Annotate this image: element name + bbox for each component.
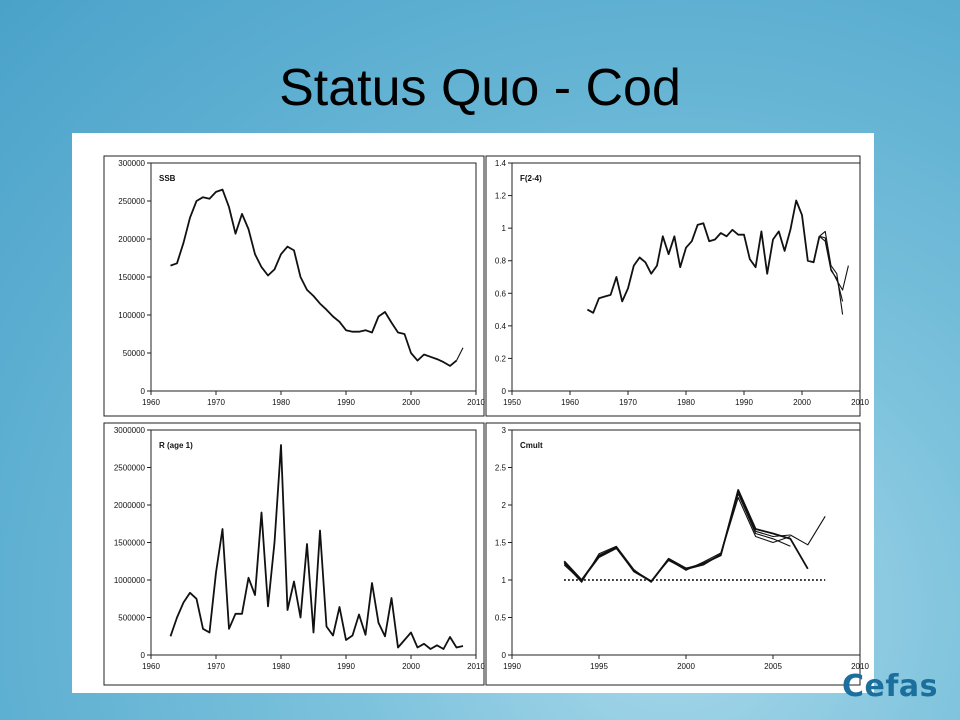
x-tick-label: 2010 xyxy=(851,398,869,407)
plot-area xyxy=(150,162,477,392)
y-tick-label: 0 xyxy=(141,387,146,396)
y-tick-label: 100000 xyxy=(118,311,145,320)
slide-title: Status Quo - Cod xyxy=(279,59,681,117)
y-tick-label: 0 xyxy=(502,387,507,396)
x-tick-label: 1990 xyxy=(337,662,355,671)
chart-panels-svg: 0500001000001500002000002500003000001960… xyxy=(103,155,869,686)
y-tick-label: 1 xyxy=(502,576,507,585)
chart-panel-2: 0 0.2 0.4 0.6 0.8 1 1.2 1.4 1950 1960 1970 1980 1990… xyxy=(485,155,869,417)
panel-frame xyxy=(103,422,485,686)
y-tick-label: 250000 xyxy=(118,197,145,206)
y-tick-label: 0.5 xyxy=(495,614,507,623)
panel-label: Cmult xyxy=(520,441,543,450)
series-line xyxy=(170,188,458,367)
y-tick-label: 0.4 xyxy=(495,322,507,331)
series-line xyxy=(456,347,464,361)
x-tick-label: 2005 xyxy=(764,662,782,671)
x-tick-label: 1960 xyxy=(142,662,160,671)
x-tick-label: 1980 xyxy=(272,398,290,407)
series-line xyxy=(819,230,844,315)
x-tick-label: 1970 xyxy=(207,398,225,407)
y-tick-label: 0 xyxy=(502,651,507,660)
x-tick-label: 1970 xyxy=(207,662,225,671)
series-line xyxy=(819,235,849,291)
y-tick-label: 1.2 xyxy=(495,192,507,201)
x-tick-label: 2010 xyxy=(467,398,485,407)
y-tick-label: 1500000 xyxy=(114,539,146,548)
y-tick-label: 1.4 xyxy=(495,159,507,168)
y-tick-label: 2.5 xyxy=(495,464,507,473)
x-tick-label: 2010 xyxy=(467,662,485,671)
y-tick-label: 0.2 xyxy=(495,354,507,363)
x-tick-label: 1960 xyxy=(142,398,160,407)
y-tick-label: 2000000 xyxy=(114,501,146,510)
plot-area xyxy=(511,162,861,392)
x-tick-label: 1980 xyxy=(677,398,695,407)
x-tick-label: 1980 xyxy=(272,662,290,671)
panel-label: SSB xyxy=(159,174,176,183)
series-line xyxy=(563,493,791,583)
x-tick-label: 1990 xyxy=(735,398,753,407)
chart-panel-3: 0 500000 1000000 1500000 2000000 2500000 30000… xyxy=(103,422,485,686)
series-line xyxy=(563,496,791,582)
x-tick-label: 2000 xyxy=(402,662,420,671)
chart-panel-4: 0 0.5 1 1.5 2 2.5 3 1990 1995 2000 2005 2010 Cmult xyxy=(485,422,869,686)
y-tick-label: 2500000 xyxy=(114,464,146,473)
y-tick-label: 300000 xyxy=(118,159,145,168)
series-line xyxy=(563,489,809,583)
x-tick-label: 2010 xyxy=(851,662,869,671)
x-tick-label: 1990 xyxy=(503,662,521,671)
chart-panel-1: 0 50000 100000 150000 200000 250000 300000 1960… xyxy=(103,155,485,417)
y-tick-label: 200000 xyxy=(118,235,145,244)
panel-label: R (age 1) xyxy=(159,441,193,450)
plot-area xyxy=(511,429,861,656)
x-tick-label: 1990 xyxy=(337,398,355,407)
y-tick-label: 2 xyxy=(502,501,507,510)
x-tick-label: 1950 xyxy=(503,398,521,407)
x-tick-label: 2000 xyxy=(402,398,420,407)
x-tick-label: 1995 xyxy=(590,662,608,671)
y-tick-label: 1 xyxy=(502,224,507,233)
y-tick-label: 150000 xyxy=(118,273,145,282)
y-tick-label: 0.6 xyxy=(495,289,507,298)
x-tick-label: 1960 xyxy=(561,398,579,407)
y-tick-label: 1000000 xyxy=(114,576,146,585)
panel-label: F(2-4) xyxy=(520,174,542,183)
panel-frame xyxy=(103,155,485,417)
panel-frame xyxy=(485,155,861,417)
y-tick-label: 500000 xyxy=(118,614,145,623)
series-line xyxy=(169,444,464,650)
y-tick-label: 0 xyxy=(141,651,146,660)
y-tick-label: 3000000 xyxy=(114,426,146,435)
series-line xyxy=(586,199,821,314)
y-tick-label: 50000 xyxy=(123,349,146,358)
y-tick-label: 1.5 xyxy=(495,539,507,548)
x-tick-label: 1970 xyxy=(619,398,637,407)
y-tick-label: 3 xyxy=(502,426,507,435)
panel-frame xyxy=(485,422,861,686)
series-line xyxy=(819,235,844,302)
x-tick-label: 2000 xyxy=(677,662,695,671)
series-line xyxy=(563,490,826,583)
chart-figure: 0 50000 100000 150000 200000 250000 300000 1960… xyxy=(72,133,874,693)
y-tick-label: 0.8 xyxy=(495,257,507,266)
x-tick-label: 2000 xyxy=(793,398,811,407)
cefas-logo: Cefas xyxy=(841,669,938,704)
